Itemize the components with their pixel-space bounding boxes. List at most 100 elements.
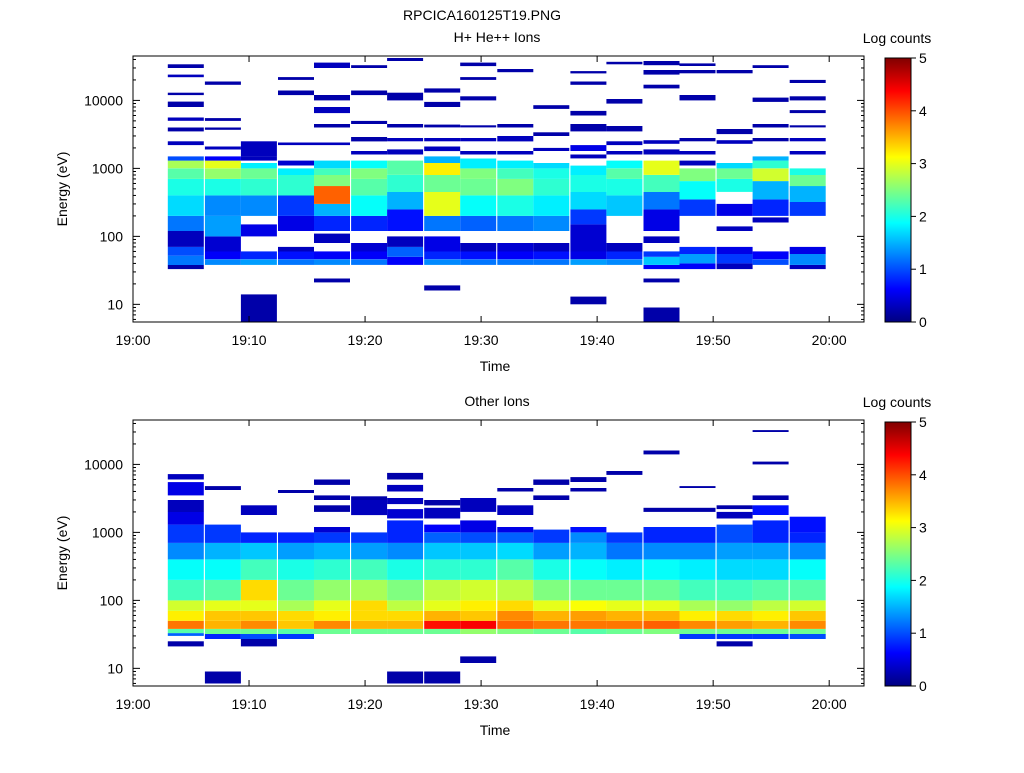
- heatmap-cell: [387, 610, 424, 621]
- heatmap-cell: [314, 505, 350, 512]
- heatmap-cell: [497, 600, 534, 611]
- heatmap-cell: [570, 71, 607, 74]
- heatmap-cell: [240, 195, 277, 216]
- heatmap-cell: [533, 251, 570, 260]
- heatmap-cell: [314, 251, 350, 260]
- heatmap-cell: [240, 532, 277, 543]
- heatmap-cell: [314, 278, 350, 283]
- heatmap-cell: [606, 628, 643, 634]
- heatmap-cell: [679, 610, 716, 621]
- heatmap-cell: [387, 149, 424, 155]
- heatmap-cell: [789, 600, 826, 611]
- heatmap-cell: [460, 656, 497, 663]
- heatmap-cell: [424, 507, 461, 519]
- heatmap-cell: [387, 600, 424, 611]
- heatmap-cell: [789, 246, 826, 254]
- heatmap-cell: [606, 141, 643, 146]
- heatmap-cell: [424, 500, 461, 506]
- colorbar-tick-label: 3: [919, 520, 927, 536]
- heatmap-cell: [351, 243, 388, 252]
- heatmap-cell: [643, 140, 680, 144]
- heatmap-cell: [570, 251, 607, 260]
- heatmap-cell: [240, 600, 277, 611]
- colorbar-tick-label: 2: [919, 572, 927, 588]
- heatmap-cell: [278, 542, 314, 560]
- heatmap-cell: [387, 236, 424, 247]
- heatmap-cell: [533, 479, 570, 485]
- heatmap-cell: [314, 495, 350, 500]
- heatmap-cell: [204, 559, 241, 580]
- heatmap-cell: [424, 610, 461, 621]
- heatmap-cell: [643, 160, 680, 175]
- heatmap-cell: [716, 559, 753, 580]
- heatmap-cell: [240, 610, 277, 621]
- heatmap-cell: [752, 620, 789, 629]
- heatmap-cell: [679, 600, 716, 611]
- heatmap-cell: [497, 532, 534, 543]
- heatmap-cell: [167, 74, 204, 78]
- heatmap-cell: [167, 156, 204, 161]
- heatmap-cell: [314, 215, 350, 231]
- heatmap-cell: [643, 600, 680, 611]
- heatmap-cell: [570, 296, 607, 305]
- y-axis: 10 100 1000 10000: [84, 58, 864, 320]
- heatmap-cell: [643, 236, 680, 243]
- heatmap-cell: [314, 107, 350, 114]
- heatmap-cell: [606, 178, 643, 196]
- heatmap-cell: [204, 671, 241, 684]
- heatmap-cell: [789, 175, 826, 187]
- heatmap-cell: [167, 628, 204, 634]
- heatmap-cell: [716, 246, 753, 254]
- heatmap-cell: [752, 610, 789, 621]
- colorbar-tick-label: 4: [919, 467, 927, 483]
- heatmap-cell: [240, 178, 277, 196]
- heatmap-cell: [497, 251, 534, 260]
- heatmap-cell: [204, 156, 241, 161]
- heatmap-cell: [716, 620, 753, 629]
- heatmap-cell: [752, 217, 789, 223]
- heatmap-cell: [716, 70, 753, 74]
- heatmap-cell: [570, 175, 607, 192]
- x-tick-label: 20:00: [812, 332, 847, 348]
- heatmap-cell: [752, 461, 789, 465]
- heatmap-cell: [240, 634, 277, 639]
- heatmap-cell: [789, 532, 826, 543]
- heatmap-cell: [716, 634, 753, 639]
- heatmap-cell: [424, 101, 461, 107]
- heatmap-cell: [278, 90, 314, 96]
- heatmap-cell: [204, 127, 241, 130]
- heatmap-cell: [167, 195, 204, 216]
- heatmap-cell: [533, 620, 570, 629]
- heatmap-cell: [424, 620, 461, 629]
- heatmap-cell: [716, 600, 753, 611]
- heatmap-cell: [789, 542, 826, 560]
- heatmap-cell: [387, 256, 424, 265]
- heatmap-cell: [460, 96, 497, 101]
- heatmap-cell: [752, 181, 789, 200]
- heatmap-cell: [278, 77, 314, 80]
- x-axis: 19:00 19:10 19:20 19:30 19:40 19:50 20:00: [115, 420, 847, 712]
- heatmap-cell: [424, 215, 461, 231]
- heatmap-cell: [314, 142, 350, 146]
- heatmap-cell: [314, 259, 350, 265]
- heatmap-cell: [387, 628, 424, 634]
- heatmap-cell: [240, 579, 277, 601]
- heatmap-cell: [204, 195, 241, 216]
- heatmap-cell: [789, 516, 826, 533]
- heatmap-cell: [351, 151, 388, 155]
- heatmap-cell: [570, 209, 607, 225]
- heatmap-cell: [204, 542, 241, 560]
- heatmap-cell: [570, 477, 607, 482]
- heatmap-cell: [278, 559, 314, 580]
- colorbar-tick-label: 3: [919, 156, 927, 172]
- heatmap-cell: [643, 175, 680, 192]
- heatmap-cell: [204, 486, 241, 490]
- heatmap-cell: [679, 160, 716, 166]
- heatmap-cell: [606, 620, 643, 629]
- heatmap-cell: [387, 209, 424, 231]
- heatmap-cell: [278, 251, 314, 260]
- heatmap-cell: [497, 527, 534, 533]
- heatmap-cell: [789, 79, 826, 83]
- heatmap-cell: [716, 203, 753, 216]
- y-tick-label: 10: [107, 660, 123, 676]
